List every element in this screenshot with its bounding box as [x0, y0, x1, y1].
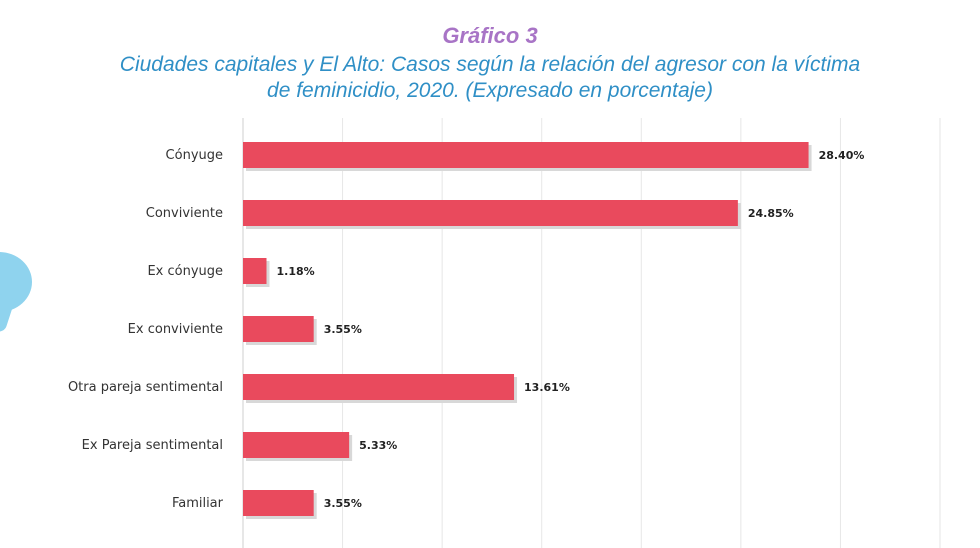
category-label: Familiar	[172, 496, 224, 511]
bar	[243, 316, 314, 342]
bar	[243, 432, 350, 458]
chart-title-line-1: Ciudades capitales y El Alto: Casos segú…	[119, 53, 861, 76]
bar	[243, 142, 809, 168]
value-label: 1.18%	[276, 265, 314, 278]
value-label: 5.33%	[359, 439, 397, 452]
bar	[243, 200, 738, 226]
bar	[243, 374, 515, 400]
category-label: Ex Pareja sentimental	[82, 438, 223, 453]
chart-header: Gráfico 3 Ciudades capitales y El Alto: …	[0, 22, 980, 104]
value-label: 13.61%	[524, 381, 570, 394]
category-label: Ex cónyuge	[147, 264, 223, 279]
value-label: 3.55%	[324, 497, 362, 510]
bar	[243, 258, 267, 284]
category-label: Cónyuge	[166, 148, 223, 163]
value-label: 3.55%	[324, 323, 362, 336]
value-label: 28.40%	[819, 149, 865, 162]
value-label: 24.85%	[748, 207, 794, 220]
chart-title-line-2: de feminicidio, 2020. (Expresado en porc…	[267, 79, 713, 102]
chart-title: Ciudades capitales y El Alto: Casos segú…	[0, 52, 980, 104]
chart-number: Gráfico 3	[442, 23, 538, 48]
category-label: Ex conviviente	[128, 322, 223, 337]
bar	[243, 490, 314, 516]
category-label: Otra pareja sentimental	[68, 380, 223, 395]
category-label: Conviviente	[146, 206, 223, 221]
